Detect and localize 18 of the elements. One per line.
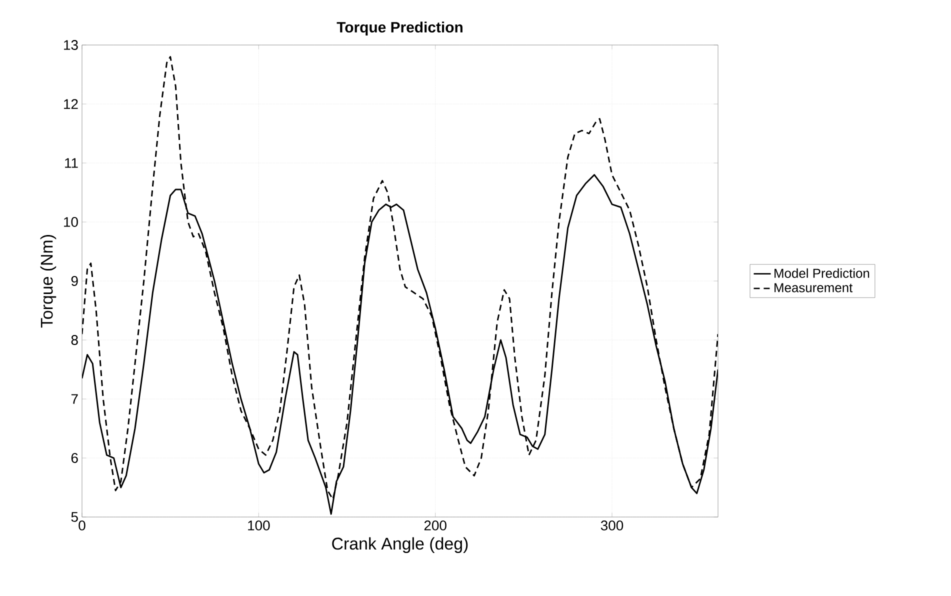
y-tick-label: 8 <box>71 335 78 345</box>
x-tick-label: 0 <box>78 520 86 530</box>
legend-label: Model Prediction <box>774 268 870 278</box>
y-tick-label: 13 <box>64 40 78 50</box>
y-axis-title: Torque (Nm) <box>40 235 56 328</box>
x-tick-label: 200 <box>424 520 446 530</box>
y-tick-label: 6 <box>71 453 78 463</box>
y-tick-label: 10 <box>64 217 78 227</box>
chart-title: Torque Prediction <box>336 22 462 36</box>
x-tick-label: 300 <box>600 520 624 530</box>
x-axis-title: Crank Angle (deg) <box>332 537 468 554</box>
y-tick-label: 9 <box>71 276 78 286</box>
x-tick-label: 100 <box>248 520 270 530</box>
y-tick-label: 11 <box>65 158 78 168</box>
y-tick-label: 12 <box>64 99 78 109</box>
y-tick-label: 5 <box>71 512 78 522</box>
y-tick-label: 7 <box>71 394 78 404</box>
legend-label: Measurement <box>774 283 853 292</box>
